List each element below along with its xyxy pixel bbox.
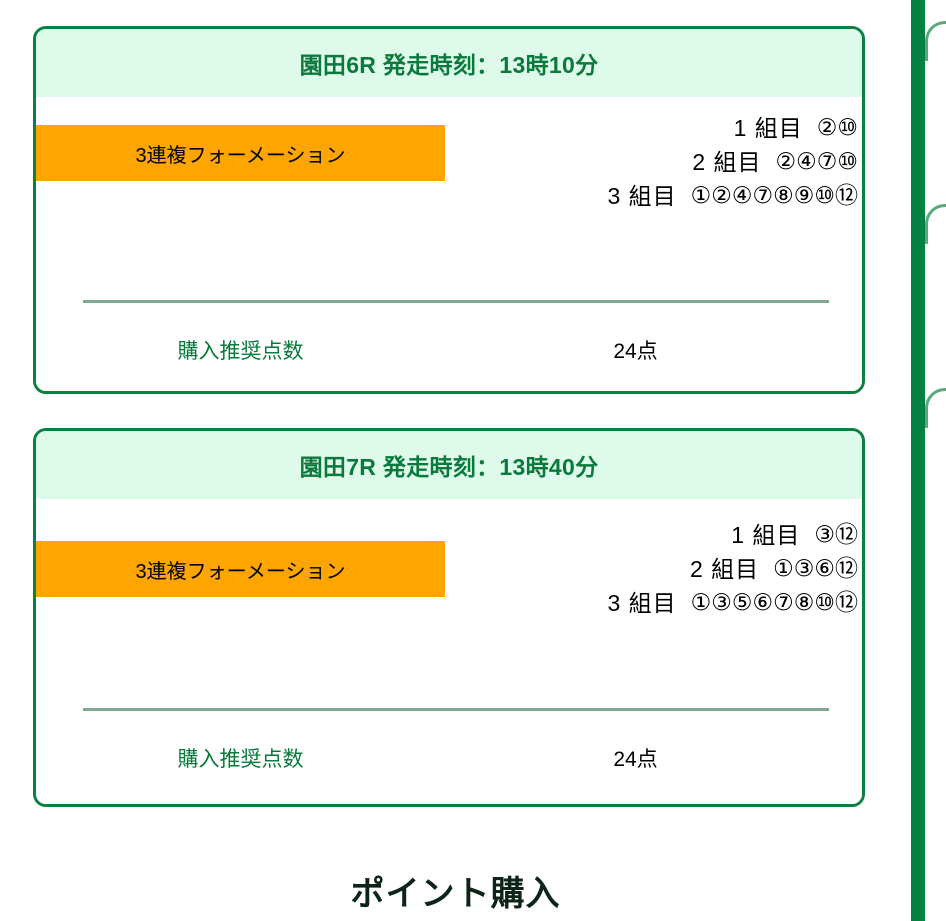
formation-line: 3 組目 ①③⑤⑥⑦⑧⑩⑫ [607,586,858,620]
main-content-column: 園田6R 発走時刻：13時10分 3連複フォーメーション 1 組目 ②⑩ 2 組… [33,26,865,913]
right-side-rail [911,0,946,921]
formation-numbers: ①②④⑦⑧⑨⑩⑫ [690,183,858,210]
race-card-header: 園田7R 発走時刻：13時40分 [36,431,862,499]
points-row: 購入推奨点数 24点 [36,743,862,773]
race-card-body: 3連複フォーメーション 1 組目 ③⑫ 2 組目 ①③⑥⑫ 3 組目 ①③⑤⑥⑦… [36,499,862,804]
formation-line: 3 組目 ①②④⑦⑧⑨⑩⑫ [607,179,858,213]
formation-group-label: 1 組目 [731,522,801,548]
formation-group-label: 2 組目 [692,149,762,176]
offscreen-card-edge[interactable] [925,388,946,428]
race-card[interactable]: 園田6R 発走時刻：13時10分 3連複フォーメーション 1 組目 ②⑩ 2 組… [33,26,865,394]
bet-row: 3連複フォーメーション 1 組目 ③⑫ 2 組目 ①③⑥⑫ 3 組目 ①③⑤⑥⑦… [36,499,862,620]
race-card-body: 3連複フォーメーション 1 組目 ②⑩ 2 組目 ②④⑦⑩ 3 組目 ①②④⑦⑧… [36,97,862,391]
formation-numbers: ③⑫ [814,522,858,548]
race-title: 園田6R 発走時刻：13時10分 [299,52,599,78]
formation-line: 1 組目 ③⑫ [731,518,858,552]
formation-group-label: 3 組目 [607,183,677,210]
formation-line: 1 組目 ②⑩ [734,111,858,145]
bet-type-badge: 3連複フォーメーション [36,125,445,181]
offscreen-card-edge[interactable] [925,21,946,61]
formation-group-label: 3 組目 [607,590,677,617]
formation-line: 2 組目 ①③⑥⑫ [690,552,858,586]
points-row: 購入推奨点数 24点 [36,335,862,365]
points-value: 24点 [613,748,658,771]
formation-numbers: ①③⑤⑥⑦⑧⑩⑫ [690,590,858,617]
bet-type-badge: 3連複フォーメーション [36,541,445,597]
formation-group-label: 1 組目 [733,115,803,141]
formation-line: 2 組目 ②④⑦⑩ [692,145,858,179]
formation-group-label: 2 組目 [689,556,760,583]
formation-list: 1 組目 ③⑫ 2 組目 ①③⑥⑫ 3 組目 ①③⑤⑥⑦⑧⑩⑫ [445,518,862,620]
formation-numbers: ②⑩ [816,115,858,141]
card-divider [83,708,829,711]
points-value: 24点 [613,340,658,363]
offscreen-card-edge[interactable] [925,204,946,244]
formation-numbers: ②④⑦⑩ [775,149,858,176]
bet-row: 3連複フォーメーション 1 組目 ②⑩ 2 組目 ②④⑦⑩ 3 組目 ①②④⑦⑧… [36,97,862,213]
point-purchase-heading: ポイント購入 [350,875,561,913]
card-divider [83,300,829,303]
accent-bar [911,0,925,921]
race-card-header: 園田6R 発走時刻：13時10分 [36,29,862,97]
race-title: 園田7R 発走時刻：13時40分 [299,454,599,480]
race-card[interactable]: 園田7R 発走時刻：13時40分 3連複フォーメーション 1 組目 ③⑫ 2 組… [33,428,865,807]
formation-list: 1 組目 ②⑩ 2 組目 ②④⑦⑩ 3 組目 ①②④⑦⑧⑨⑩⑫ [445,111,862,213]
formation-numbers: ①③⑥⑫ [773,556,858,583]
points-label: 購入推奨点数 [177,340,304,363]
points-label: 購入推奨点数 [177,748,304,771]
